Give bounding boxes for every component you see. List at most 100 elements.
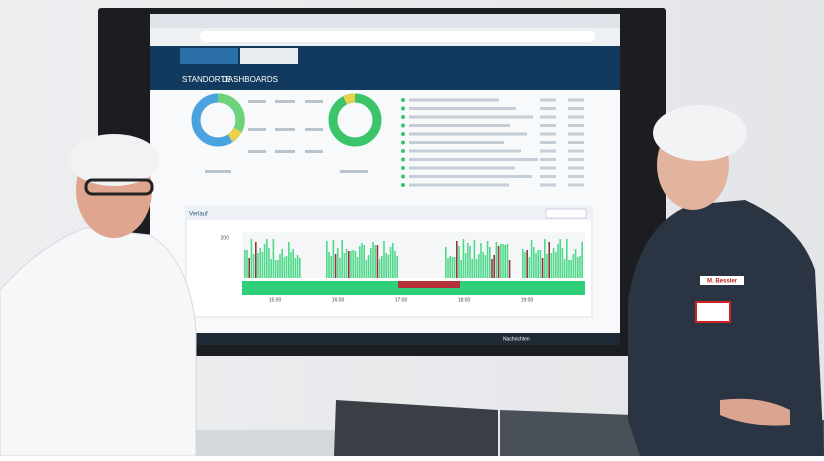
list: [401, 98, 584, 187]
activity-bar: [482, 252, 484, 278]
activity-bar: [290, 252, 292, 278]
activity-bar: [555, 252, 557, 278]
list-text: [540, 107, 556, 110]
bars: [244, 239, 583, 278]
list-text: [409, 158, 538, 161]
activity-bar: [467, 243, 469, 278]
activity-bar: [266, 239, 268, 278]
panel-header: [186, 207, 592, 220]
activity-bar: [495, 242, 498, 278]
list-text: [568, 107, 584, 110]
x-tick-label: 15:00: [269, 297, 282, 303]
activity-bar: [294, 258, 297, 278]
activity-bar: [449, 256, 451, 278]
activity-bar: [381, 256, 383, 278]
activity-bar: [563, 259, 566, 278]
activity-bar: [445, 247, 447, 278]
hairnet: [68, 134, 160, 186]
nav-tab: STANDORTE: [182, 75, 231, 84]
activity-bar: [328, 252, 330, 278]
activity-bar: [570, 260, 572, 278]
person-right-jacket: [628, 200, 824, 456]
activity-bar: [493, 255, 495, 278]
list-text: [409, 183, 509, 187]
state-bar-stop: [398, 281, 460, 288]
activity-bar: [473, 240, 476, 278]
activity-bar: [248, 258, 250, 278]
donut-segment: [227, 127, 242, 142]
list-text: [409, 107, 516, 110]
list-text: [409, 175, 532, 178]
activity-bar: [268, 248, 270, 278]
list-dot: [401, 132, 405, 136]
activity-bar: [486, 241, 489, 278]
activity-bar: [261, 252, 264, 278]
activity-bar: [250, 239, 253, 278]
x-tick-label: 19:00: [521, 297, 534, 303]
list-text: [568, 124, 584, 127]
list-text: [409, 166, 515, 170]
activity-bar: [292, 249, 294, 278]
x-tick-label: 16:00: [332, 297, 345, 303]
activity-bar: [334, 254, 337, 278]
monitor: [334, 400, 498, 456]
list-dot: [401, 174, 405, 179]
activity-bar: [374, 245, 376, 278]
menu-button: [240, 48, 298, 64]
activity-bar: [383, 241, 385, 278]
activity-bar: [471, 259, 473, 278]
activity-bar: [478, 254, 480, 278]
activity-bar: [326, 241, 328, 278]
person-left-coat: [0, 227, 197, 457]
activity-bar: [535, 253, 537, 278]
activity-bar: [574, 249, 577, 278]
list-dot: [401, 183, 405, 187]
list-dot: [401, 123, 405, 128]
activity-bar: [343, 253, 346, 278]
activity-bar: [541, 258, 544, 278]
activity-bar: [341, 240, 343, 278]
glasses: [84, 178, 154, 196]
activity-bar: [352, 250, 354, 278]
panel-title: Verlauf: [189, 212, 208, 218]
activity-bar: [277, 260, 279, 278]
activity-bar: [546, 254, 548, 278]
activity-bar: [394, 251, 396, 278]
list-dot: [401, 115, 405, 119]
activity-bar: [285, 256, 288, 278]
activity-bar: [581, 242, 583, 278]
activity-bar: [456, 241, 458, 278]
list-text: [540, 124, 556, 127]
activity-bar: [453, 257, 456, 278]
activity-bar: [348, 251, 350, 278]
menu-button: [180, 48, 238, 64]
activity-bar: [244, 250, 246, 278]
donut-segment: [217, 93, 245, 133]
hand: [720, 398, 790, 426]
activity-bar: [533, 247, 535, 278]
activity-bar: [345, 249, 348, 278]
x-tick-label: 17:00: [395, 297, 408, 303]
activity-bar: [363, 245, 365, 278]
list-text: [540, 175, 556, 178]
list-dot: [401, 98, 405, 102]
activity-bar: [577, 257, 579, 278]
activity-bar: [552, 248, 555, 278]
list-dot: [401, 106, 405, 111]
list-text: [540, 183, 556, 187]
activity-bar: [330, 256, 332, 278]
kpi-text: [205, 100, 368, 173]
activity-bar: [270, 259, 272, 278]
list-dot: [401, 166, 405, 170]
activity-bar: [259, 248, 261, 278]
address-bar: [200, 31, 595, 42]
activity-bar: [502, 244, 504, 278]
activity-bar: [537, 250, 539, 278]
activity-bar: [579, 256, 581, 278]
activity-bar: [462, 239, 465, 278]
activity-bar: [566, 239, 568, 278]
list-dot: [401, 157, 405, 162]
activity-bar: [296, 255, 299, 278]
list-text: [540, 149, 556, 153]
